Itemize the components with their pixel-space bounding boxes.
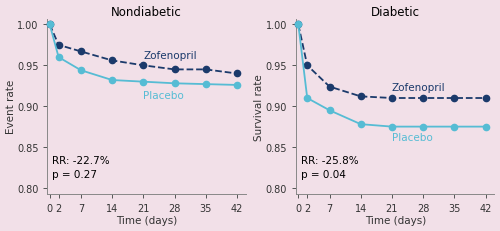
X-axis label: Time (days): Time (days) xyxy=(116,216,178,225)
Text: Zofenopril: Zofenopril xyxy=(144,50,197,60)
Text: Placebo: Placebo xyxy=(392,132,432,142)
Text: Zofenopril: Zofenopril xyxy=(392,83,446,93)
Text: RR: -22.7%
p = 0.27: RR: -22.7% p = 0.27 xyxy=(52,155,110,179)
X-axis label: Time (days): Time (days) xyxy=(364,216,426,225)
Y-axis label: Survival rate: Survival rate xyxy=(254,73,264,140)
Title: Nondiabetic: Nondiabetic xyxy=(112,6,182,18)
Y-axis label: Event rate: Event rate xyxy=(6,80,16,134)
Title: Diabetic: Diabetic xyxy=(371,6,420,18)
Text: RR: -25.8%
p = 0.04: RR: -25.8% p = 0.04 xyxy=(300,155,358,179)
Text: Placebo: Placebo xyxy=(144,91,184,100)
